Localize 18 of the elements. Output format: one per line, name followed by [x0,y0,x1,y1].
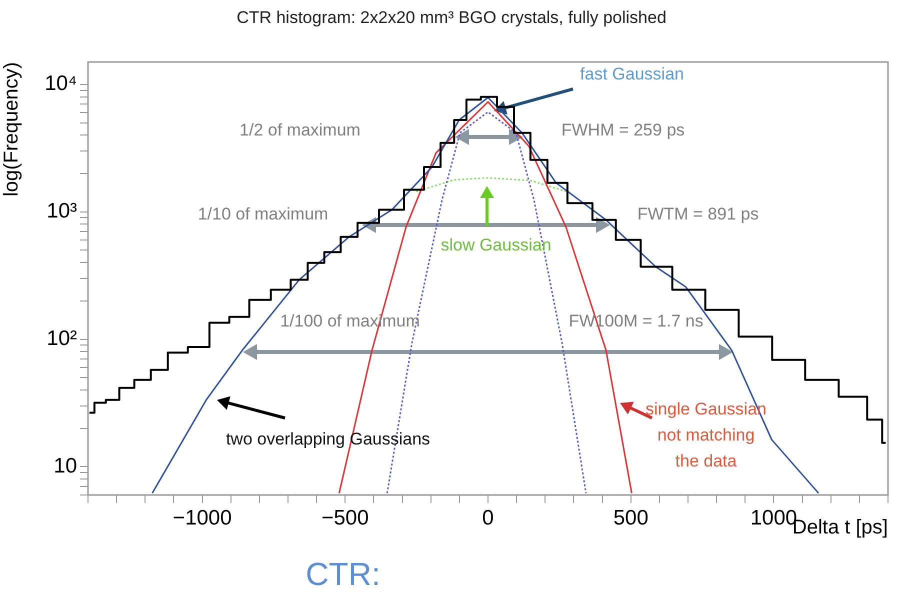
x-tick-label: 0 [482,506,494,530]
x-tick-label: −500 [321,506,369,530]
y-tick-label: 10⁴ [44,72,77,96]
text: CTR: [306,556,380,592]
annotation: fast Gaussian [580,64,684,84]
y-tick-label: 10 [54,454,77,478]
chart-title: CTR histogram: 2x2x20 mm³ BGO crystals, fully polished [236,8,668,28]
annotation: FWHM = 259 ps [561,120,685,140]
x-tick-label: −1000 [172,506,232,530]
y-tick-label: 10³ [46,200,77,223]
annotation: FWTM = 891 ps [637,204,759,224]
annotation: 1/2 of maximum [240,120,360,140]
y-tick-label: 10² [46,327,77,350]
annotation: slow Gaussian [440,236,552,255]
line-series [415,177,573,194]
x-tick-label: 500 [613,506,648,530]
y-axis-title: log(Frequency) [0,62,23,197]
annotation: 1/10 of maximum [198,204,328,224]
